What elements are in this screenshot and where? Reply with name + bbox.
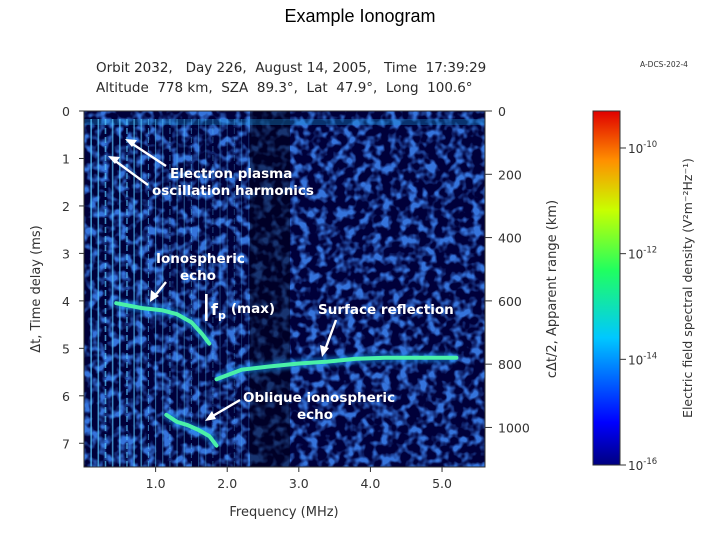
plasma-harmonic-lines <box>90 119 250 467</box>
colorbar-tick-label: 10-14 <box>628 351 657 367</box>
label-fp: fp (max) <box>211 300 275 322</box>
x-tick-label: 2.0 <box>217 476 237 491</box>
x-tick-label: 5.0 <box>432 476 452 491</box>
annotations: Electron plasma oscillation harmonics Io… <box>108 139 454 423</box>
orbit-info-line: Orbit 2032, Day 226, August 14, 2005, Ti… <box>96 60 487 76</box>
y-tick-label: 5 <box>62 341 70 356</box>
colorbar-tick-label: 10-12 <box>628 246 657 262</box>
echo-traces <box>114 298 459 449</box>
x-tick-label: 1.0 <box>146 476 166 491</box>
arrow-plasma-1 <box>130 141 167 168</box>
plot-frame <box>83 110 486 468</box>
label-oblique-line1: Oblique ionospheric <box>243 390 395 406</box>
y2-tick-label: 800 <box>498 357 522 372</box>
arrowhead-oblique <box>205 411 216 421</box>
y2-tick-label: 200 <box>498 167 522 182</box>
label-iono-line1: Ionospheric <box>156 251 245 267</box>
colorbar-label: Electric field spectral density (V²m⁻²Hz… <box>680 158 695 418</box>
x-tick-label: 3.0 <box>289 476 309 491</box>
colorbar-tick-label: 10-10 <box>628 140 657 156</box>
y-tick-label: 4 <box>62 294 70 309</box>
colorbar <box>592 110 621 466</box>
y-tick-label: 0 <box>62 104 70 119</box>
trace-oblique-ionospheric-echo <box>164 412 219 448</box>
fp-marker-line <box>205 294 208 321</box>
page-title: Example Ionogram <box>284 6 436 26</box>
y-tick-label: 7 <box>62 436 70 451</box>
colorbar-ticks: 10-10 10-12 10-14 10-16 <box>620 140 657 473</box>
dark-band <box>250 111 290 467</box>
y2-axis-label: cΔt/2, Apparent range (km) <box>545 200 560 378</box>
y2-tick-label: 400 <box>498 231 522 246</box>
arrowhead-iono <box>150 290 159 302</box>
arrow-surface <box>323 319 338 351</box>
y2-tick-label: 600 <box>498 294 522 309</box>
arrow-plasma-2 <box>113 159 149 186</box>
arrowhead-plasma-1 <box>125 139 137 147</box>
colorbar-tick-label: 10-16 <box>628 457 657 473</box>
label-oblique-line2: echo <box>297 407 333 423</box>
arrowhead-surface <box>320 345 329 357</box>
y-tick-label: 3 <box>62 246 70 261</box>
label-surface: Surface reflection <box>318 302 454 318</box>
x-axis-label: Frequency (MHz) <box>229 505 338 520</box>
label-plasma-line1: Electron plasma <box>170 166 292 182</box>
y-axis-left: 0 1 2 3 4 5 6 7 <box>62 104 84 451</box>
y-axis-label: Δt, Time delay (ms) <box>29 225 44 352</box>
trace-ionospheric-echo <box>114 301 212 346</box>
top-band <box>84 119 485 125</box>
arrowhead-plasma-2 <box>108 156 120 164</box>
arrow-oblique <box>210 398 241 419</box>
y-tick-label: 6 <box>62 389 70 404</box>
y-axis-right: 0 200 400 600 800 1000 <box>485 104 530 435</box>
label-iono-line2: echo <box>180 268 216 284</box>
x-tick-label: 4.0 <box>360 476 380 491</box>
label-plasma-line2: oscillation harmonics <box>152 183 314 199</box>
y-tick-label: 1 <box>62 151 70 166</box>
altitude-info-line: Altitude 778 km, SZA 89.3°, Lat 47.9°, L… <box>96 80 473 96</box>
figure-code: A-DCS-202-4 <box>640 60 688 69</box>
y-tick-label: 2 <box>62 199 70 214</box>
trace-surface-reflection <box>214 355 459 382</box>
y2-tick-label: 0 <box>498 104 506 119</box>
y2-tick-label: 1000 <box>498 420 530 435</box>
x-axis: 1.0 2.0 3.0 4.0 5.0 <box>146 467 452 491</box>
